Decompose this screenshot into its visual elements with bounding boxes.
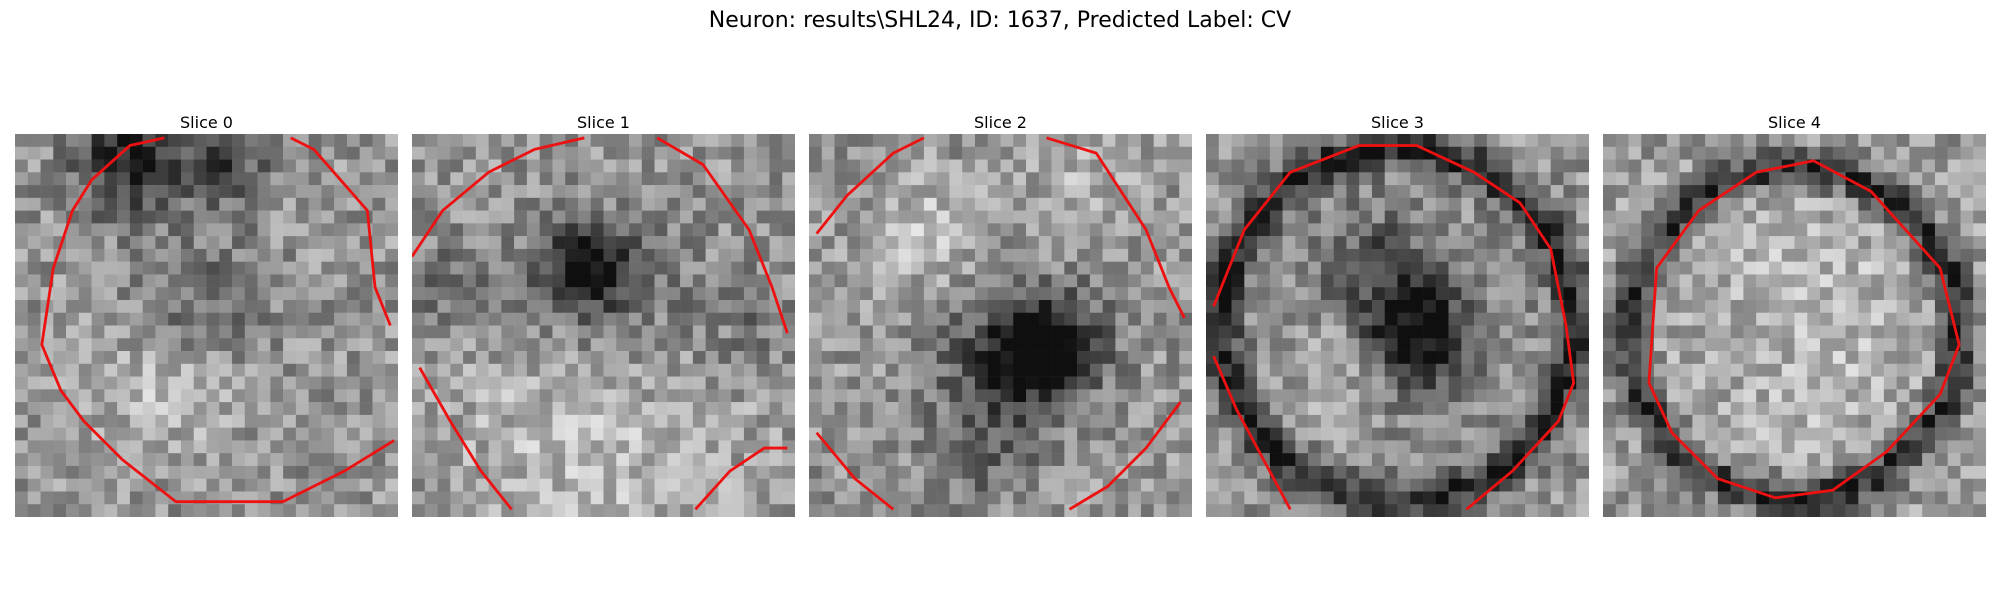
slice-title: Slice 1 [412, 112, 795, 134]
slice-title: Slice 0 [15, 112, 398, 134]
slice-panel-2: Slice 2 [809, 112, 1192, 517]
slice-panel-1: Slice 1 [412, 112, 795, 517]
slice-image [809, 134, 1192, 517]
figure-title: Neuron: results\SHL24, ID: 1637, Predict… [0, 8, 2000, 33]
slice-image [15, 134, 398, 517]
slice-title: Slice 3 [1206, 112, 1589, 134]
slice-panel-3: Slice 3 [1206, 112, 1589, 517]
slice-title: Slice 2 [809, 112, 1192, 134]
slice-panel-4: Slice 4 [1603, 112, 1986, 517]
slice-image [412, 134, 795, 517]
slice-image [1603, 134, 1986, 517]
slice-title: Slice 4 [1603, 112, 1986, 134]
slice-panel-0: Slice 0 [15, 112, 398, 517]
slice-image [1206, 134, 1589, 517]
